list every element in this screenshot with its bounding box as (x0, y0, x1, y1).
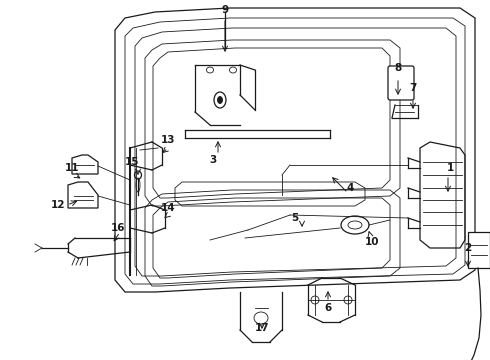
Text: 5: 5 (292, 213, 298, 223)
Text: 12: 12 (51, 200, 65, 210)
Text: 6: 6 (324, 303, 332, 313)
Polygon shape (68, 182, 98, 208)
Text: 15: 15 (125, 157, 139, 167)
Polygon shape (468, 232, 490, 268)
Text: 13: 13 (161, 135, 175, 145)
Text: 10: 10 (365, 237, 379, 247)
Text: 16: 16 (111, 223, 125, 233)
Text: 1: 1 (446, 163, 454, 173)
Text: 17: 17 (255, 323, 270, 333)
Text: 9: 9 (221, 5, 228, 15)
Text: 11: 11 (65, 163, 79, 173)
Text: 2: 2 (465, 243, 472, 253)
Text: 8: 8 (394, 63, 402, 73)
FancyBboxPatch shape (388, 66, 414, 100)
Text: 4: 4 (346, 183, 354, 193)
Text: 14: 14 (161, 203, 175, 213)
Text: 3: 3 (209, 155, 217, 165)
Polygon shape (72, 155, 98, 174)
Text: 7: 7 (409, 83, 416, 93)
Ellipse shape (218, 96, 222, 104)
